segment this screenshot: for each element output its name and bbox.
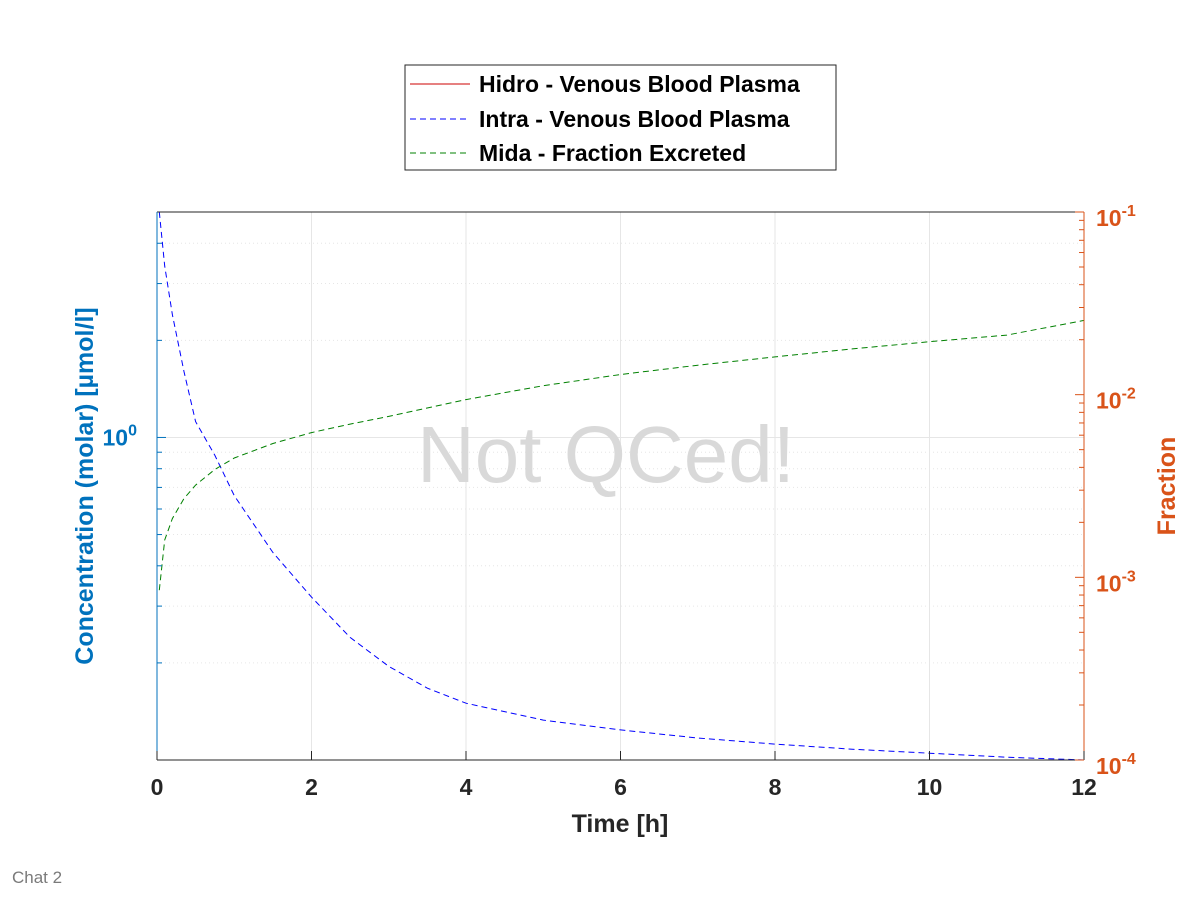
y-right-tick-label: 10-3 — [1096, 568, 1136, 596]
x-axis-label: Time [h] — [572, 810, 669, 838]
grid — [157, 212, 1084, 760]
tick-labels: 0 2 4 6 8 10 12 100 10-1 10-2 10-3 10-4 — [103, 203, 1136, 800]
x-tick-label: 6 — [614, 774, 627, 800]
series-layer — [158, 211, 1085, 761]
y-left-tick-label: 100 — [103, 422, 138, 450]
y-left-axis-label: Concentration (molar) [µmol/l] — [71, 307, 99, 664]
x-tick-label: 8 — [769, 774, 782, 800]
legend-entry-intra: Intra - Venous Blood Plasma — [479, 106, 790, 132]
x-tick-label: 10 — [917, 774, 943, 800]
legend-entry-mida: Mida - Fraction Excreted — [479, 140, 746, 166]
x-tick-label: 12 — [1071, 774, 1097, 800]
x-tick-label: 4 — [460, 774, 473, 800]
legend-entry-hidro: Hidro - Venous Blood Plasma — [479, 71, 800, 97]
watermark: Not QCed! — [417, 410, 795, 499]
x-tick-label: 0 — [151, 774, 164, 800]
legend: Hidro - Venous Blood Plasma Intra - Veno… — [404, 64, 837, 171]
series-line-2 — [158, 319, 1085, 591]
x-tick-label: 2 — [305, 774, 318, 800]
y-right-tick-label: 10-1 — [1096, 203, 1136, 231]
y-right-axis-label: Fraction — [1153, 437, 1181, 536]
legend-box — [404, 64, 837, 171]
y-right-tick-label: 10-4 — [1096, 751, 1136, 779]
footer-label: Chat 2 — [12, 868, 63, 887]
ticks — [156, 211, 1085, 761]
y-right-tick-label: 10-2 — [1096, 386, 1136, 414]
